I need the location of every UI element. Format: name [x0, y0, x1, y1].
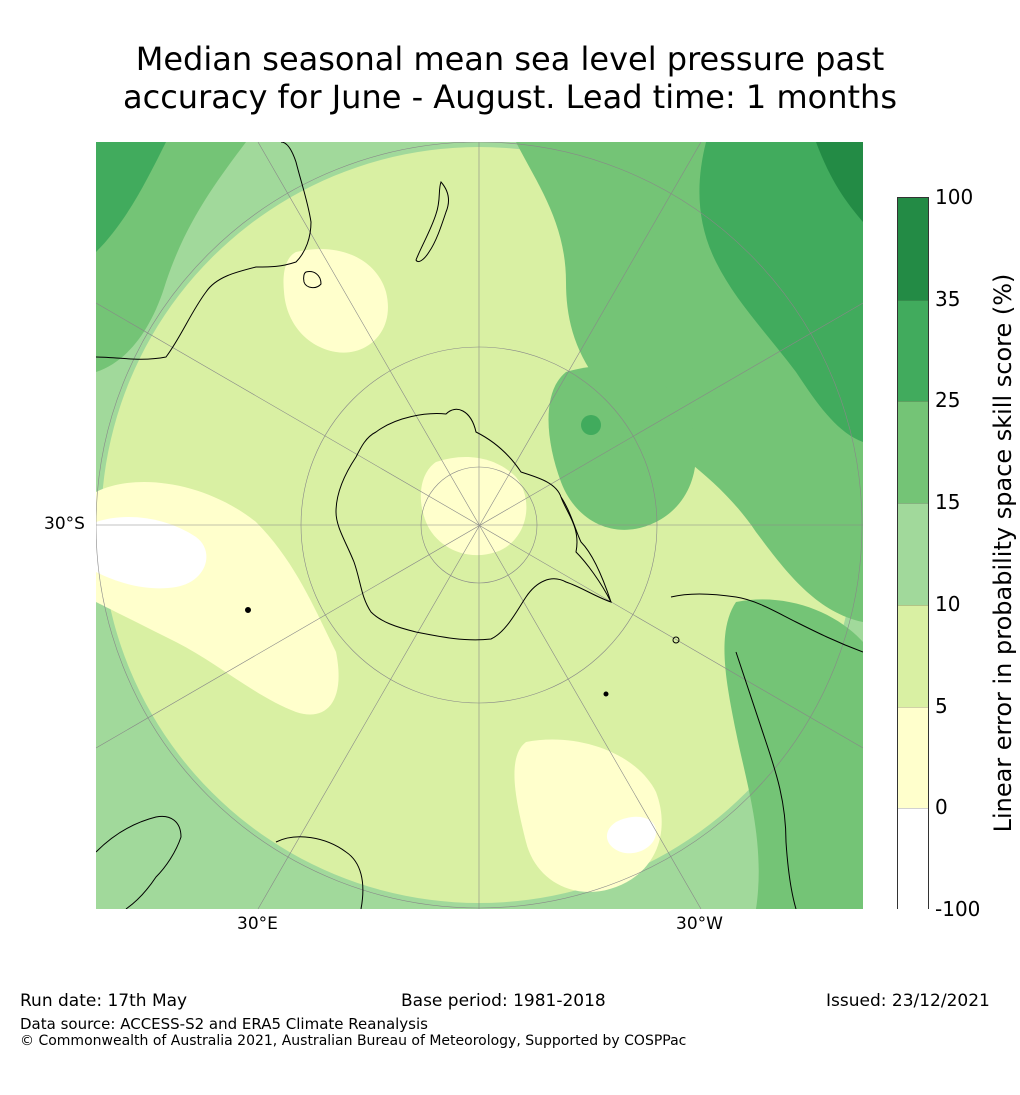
- issued-date: Issued: 23/12/2021: [826, 991, 990, 1011]
- coast-australia: [96, 142, 312, 360]
- run-date: Run date: 17th May: [20, 991, 188, 1011]
- field-atlantic-green: [548, 366, 696, 530]
- field-se-green: [724, 599, 863, 909]
- lon-label-30w: 30°W: [676, 914, 723, 934]
- colorbar-tick-label: 10: [935, 591, 961, 616]
- colorbar-bin: [898, 503, 928, 605]
- colorbar-title: Linear error in probability space skill …: [989, 273, 1017, 833]
- colorbar-tick-label: 25: [935, 388, 961, 413]
- colorbar-tick-label: 100: [935, 185, 974, 209]
- colorbar-bin: [898, 198, 928, 300]
- colorbar-bin: [898, 706, 928, 809]
- field-nw-darkgreen: [96, 142, 166, 252]
- lat-label-30s: 30°S: [44, 514, 85, 534]
- colorbar-tick-label: 5: [935, 693, 948, 718]
- polar-map: [96, 142, 863, 909]
- coast-peninsula: [560, 496, 612, 603]
- coastlines: [96, 142, 863, 909]
- coast-tasmania: [303, 271, 322, 289]
- colorbar-bin: [898, 808, 928, 910]
- field-ne-darkgreen: [699, 142, 863, 442]
- coast-madagascar: [275, 836, 364, 909]
- field-west-white: [96, 517, 207, 589]
- island-south-georgia: [603, 691, 609, 697]
- field-atlantic-spot: [581, 415, 601, 435]
- field-south-white: [606, 816, 656, 854]
- chart-title: Median seasonal mean sea level pressure …: [0, 40, 1020, 116]
- data-source: Data source: ACCESS-S2 and ERA5 Climate …: [20, 1015, 428, 1033]
- colorbar: [897, 197, 929, 910]
- title-line-2: accuracy for June - August. Lead time: 1…: [123, 78, 897, 116]
- field-north-pale: [283, 248, 388, 353]
- colorbar-bin: [898, 299, 928, 402]
- map-svg: [96, 142, 863, 909]
- colorbar-tick-label: 35: [935, 286, 961, 311]
- field-ne-darkest: [816, 142, 863, 222]
- lon-label-30e: 30°E: [237, 914, 278, 934]
- coast-antarctica: [335, 409, 612, 641]
- colorbar-tick-label: -100: [935, 897, 981, 921]
- field-center-pale: [420, 457, 527, 556]
- coast-newzealand: [415, 181, 449, 263]
- colorbar-bin: [898, 604, 928, 707]
- island-kerguelen: [245, 607, 251, 613]
- coast-south-america: [670, 593, 863, 909]
- colorbar-tick-label: 0: [935, 795, 948, 820]
- copyright: © Commonwealth of Australia 2021, Austra…: [20, 1033, 687, 1049]
- island-falkland: [672, 636, 680, 644]
- coast-africa: [96, 815, 182, 909]
- colorbar-tick-label: 15: [935, 490, 961, 515]
- title-line-1: Median seasonal mean sea level pressure …: [135, 40, 885, 78]
- base-period: Base period: 1981-2018: [401, 991, 606, 1011]
- graticule: [96, 142, 863, 909]
- colorbar-bin: [898, 401, 928, 504]
